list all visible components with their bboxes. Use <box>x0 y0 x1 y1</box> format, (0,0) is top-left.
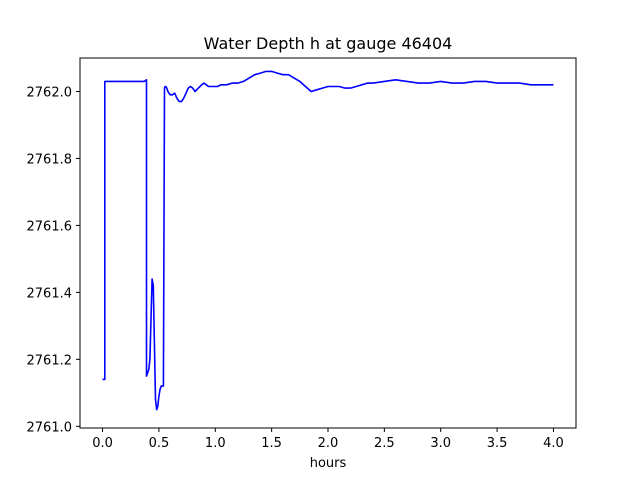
x-tick-label: 3.0 <box>430 436 451 451</box>
y-tick-label: 2761.8 <box>27 152 73 167</box>
y-tick-label: 2762.0 <box>27 85 73 100</box>
y-tick-label: 2761.0 <box>27 420 73 435</box>
y-tick-label: 2761.6 <box>27 219 73 234</box>
x-tick-label: 3.5 <box>487 436 508 451</box>
y-tick-label: 2761.4 <box>27 286 73 301</box>
x-axis-ticks: 0.0 0.5 1.0 1.5 2.0 2.5 3.0 3.5 4.0 <box>92 428 564 451</box>
x-tick-label: 2.5 <box>374 436 395 451</box>
y-tick-label: 2761.2 <box>27 353 73 368</box>
chart-title: Water Depth h at gauge 46404 <box>204 34 453 53</box>
x-axis-label: hours <box>310 456 347 471</box>
x-tick-label: 0.5 <box>149 436 170 451</box>
x-tick-label: 1.0 <box>205 436 226 451</box>
series-line <box>102 70 554 411</box>
y-axis-ticks: 2761.0 2761.2 2761.4 2761.6 2761.8 2762.0 <box>27 85 80 435</box>
x-tick-label: 0.0 <box>92 436 113 451</box>
series-layer <box>102 70 554 411</box>
x-tick-label: 4.0 <box>543 436 564 451</box>
x-tick-label: 2.0 <box>318 436 339 451</box>
plot-frame <box>79 57 577 429</box>
plot-background <box>80 58 576 428</box>
x-tick-label: 1.5 <box>261 436 282 451</box>
